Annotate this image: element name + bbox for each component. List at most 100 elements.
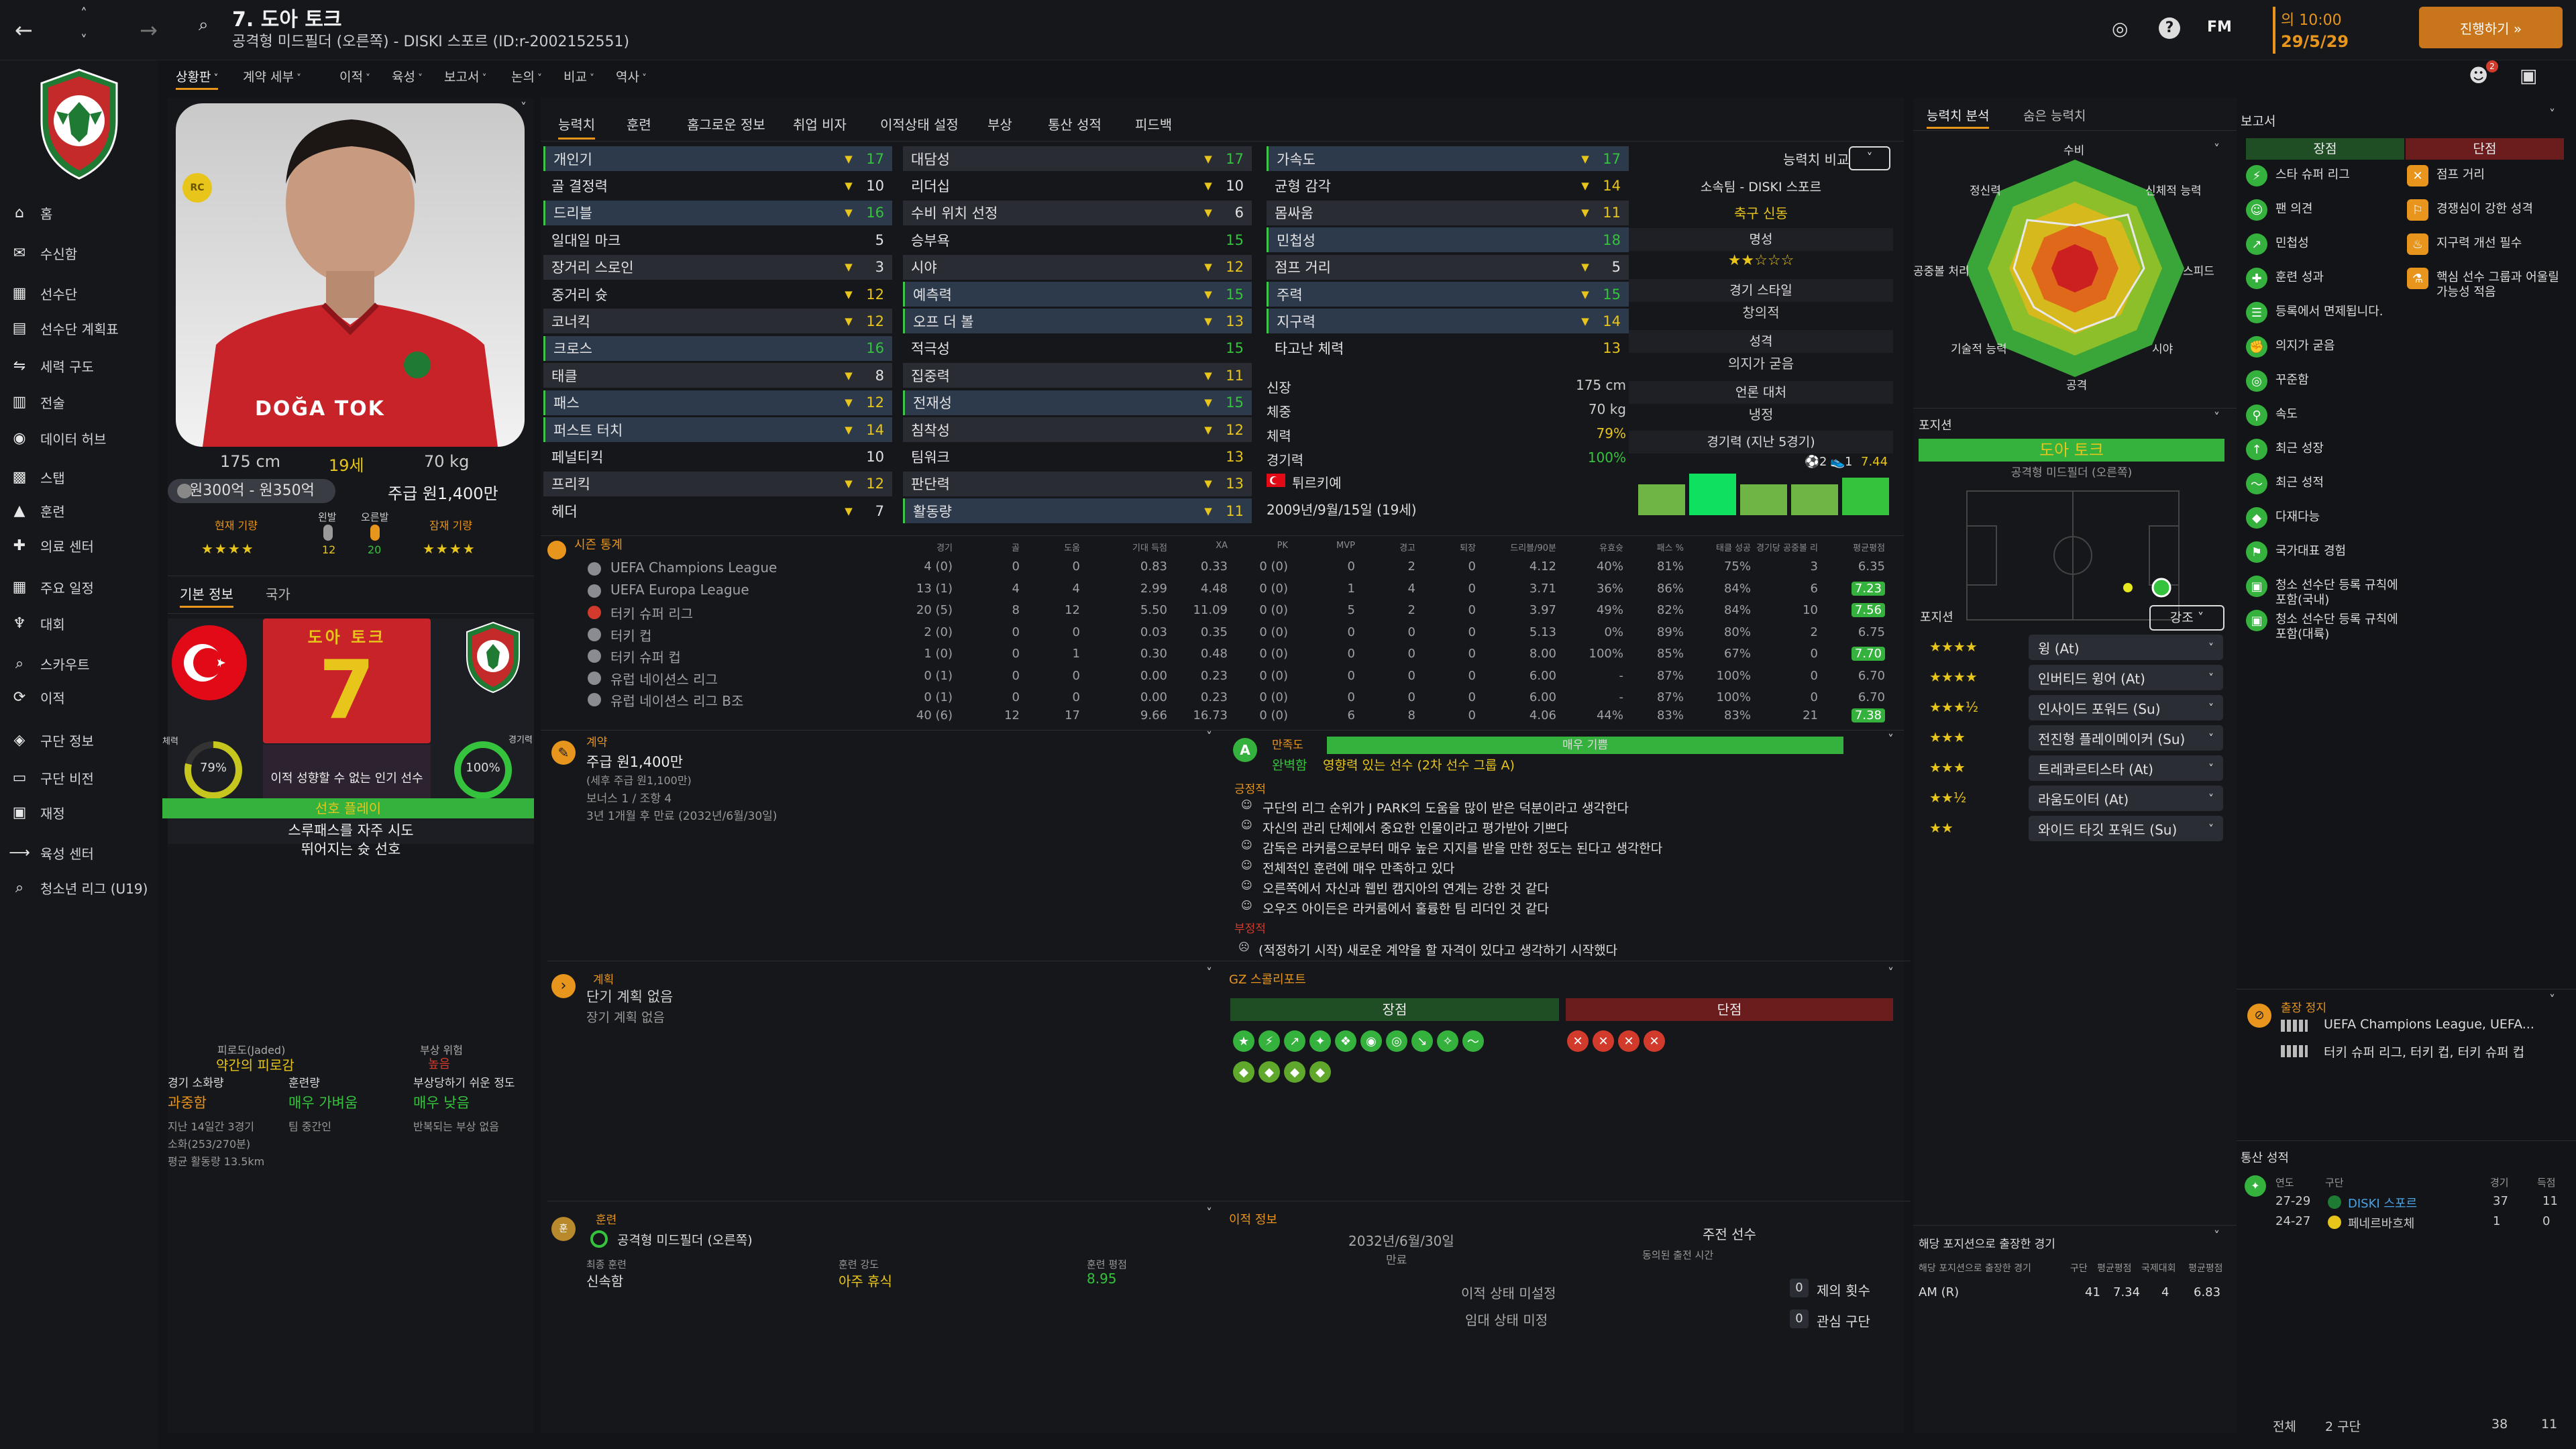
attr-technical-4[interactable]: 장거리 스로인 ▼ 3 <box>543 254 892 280</box>
transfer-value[interactable]: 원300억 - 원350억 <box>168 479 335 503</box>
pos-games-collapse-icon[interactable]: ˅ <box>2214 1229 2220 1243</box>
role-select-1[interactable]: 인버티드 윙어 (At) ˅ <box>2029 665 2223 690</box>
stats-comp-1[interactable]: UEFA Europa League <box>610 581 749 598</box>
history-club-1[interactable]: 페네르바흐체 <box>2348 1217 2415 1231</box>
scout-collapse-icon[interactable]: ˅ <box>1888 966 1894 980</box>
manager-icon[interactable]: ☻ <box>2469 64 2489 87</box>
satisfaction-collapse-icon[interactable]: ˅ <box>1888 733 1894 747</box>
tab-3[interactable]: 취업 비자 <box>793 117 847 133</box>
nav-item-11[interactable]: ♆ 대회 <box>0 605 158 641</box>
attr-mental-9[interactable]: 전재성 ▼ 15 <box>903 390 1252 415</box>
history-club-0[interactable]: DISKI 스포르 <box>2348 1197 2418 1211</box>
nav-item-5[interactable]: ▥ 전술 <box>0 384 158 420</box>
nav-item-14[interactable]: ◈ 구단 정보 <box>0 722 158 758</box>
role-select-0[interactable]: 윙 (At) ˅ <box>2029 635 2223 660</box>
role-select-4[interactable]: 트레콰르티스타 (At) ˅ <box>2029 755 2223 781</box>
subnav-1[interactable]: 계약 세부 ˅ <box>243 67 301 85</box>
attr-physical-2[interactable]: 몸싸움 ▼ 11 <box>1267 200 1629 225</box>
nav-item-9[interactable]: ✚ 의료 센터 <box>0 527 158 564</box>
nav-item-16[interactable]: ▣ 재정 <box>0 794 158 830</box>
nav-item-3[interactable]: ▤ 선수단 계획표 <box>0 310 158 346</box>
subnav-0[interactable]: 상황판 ˅ <box>176 67 219 90</box>
tab-basic-info[interactable]: 기본 정보 <box>180 584 233 608</box>
attr-technical-2[interactable]: 드리블 ▼ 16 <box>543 200 892 225</box>
nav-item-15[interactable]: ▭ 구단 비전 <box>0 759 158 796</box>
attr-technical-9[interactable]: 패스 ▼ 12 <box>543 390 892 415</box>
tab-6[interactable]: 통산 성적 <box>1048 117 1102 133</box>
nav-item-12[interactable]: ⌕ 스카우트 <box>0 645 158 682</box>
subnav-2[interactable]: 이적 ˅ <box>339 67 370 85</box>
attr-technical-5[interactable]: 중거리 슛 ▼ 12 <box>543 282 892 307</box>
attr-physical-3[interactable]: 민첩성 18 <box>1267 227 1629 253</box>
transfer-label[interactable]: 이적 정보 <box>1229 1213 1277 1227</box>
help-icon[interactable]: ? <box>2159 17 2180 39</box>
subnav-3[interactable]: 육성 ˅ <box>392 67 423 85</box>
attr-technical-3[interactable]: 일대일 마크 5 <box>543 227 892 252</box>
stats-comp-2[interactable]: 터키 슈퍼 리그 <box>610 606 694 622</box>
nav-item-1[interactable]: ✉ 수신함 <box>0 235 158 271</box>
attr-mental-12[interactable]: 판단력 ▼ 13 <box>903 471 1252 496</box>
attr-physical-1[interactable]: 균형 감각 ▼ 14 <box>1267 173 1629 198</box>
attr-mental-0[interactable]: 대담성 ▼ 17 <box>903 146 1252 171</box>
tab-attribute-analysis[interactable]: 능력치 분석 <box>1927 106 1990 129</box>
attr-technical-7[interactable]: 크로스 16 <box>543 335 892 361</box>
stats-comp-6[interactable]: 유럽 네이션스 리그 B조 <box>610 693 744 709</box>
contract-label[interactable]: 계약 <box>586 736 608 749</box>
role-select-2[interactable]: 인사이드 포워드 (Su) ˅ <box>2029 695 2223 720</box>
attr-mental-3[interactable]: 승부욕 15 <box>903 227 1252 252</box>
attr-mental-7[interactable]: 적극성 15 <box>903 336 1252 361</box>
tab-5[interactable]: 부상 <box>987 117 1012 133</box>
nav-item-18[interactable]: ⌕ 청소년 리그 (U19) <box>0 869 158 906</box>
tab-4[interactable]: 이적상태 설정 <box>880 117 959 133</box>
layout-icon[interactable]: ▣ <box>2520 64 2538 87</box>
attr-mental-5[interactable]: 예측력 ▼ 15 <box>903 282 1252 307</box>
suspension-label[interactable]: 출장 정지 <box>2281 1002 2326 1015</box>
attr-technical-11[interactable]: 페널티킥 10 <box>543 444 892 469</box>
attr-technical-13[interactable]: 헤더 ▼ 7 <box>543 498 892 523</box>
season-stats-label[interactable]: 시즌 통계 <box>574 538 623 552</box>
tab-2[interactable]: 홈그로운 정보 <box>687 117 765 133</box>
interest-label[interactable]: 관심 구단 <box>1817 1313 1870 1330</box>
chevron-up-icon[interactable]: ˄ <box>80 5 87 21</box>
attr-technical-8[interactable]: 태클 ▼ 8 <box>543 363 892 388</box>
attr-technical-6[interactable]: 코너킥 ▼ 12 <box>543 309 892 334</box>
nav-item-2[interactable]: ▦ 선수단 <box>0 275 158 311</box>
training-label[interactable]: 훈련 <box>596 1214 617 1227</box>
tab-1[interactable]: 훈련 <box>627 117 651 133</box>
attr-mental-1[interactable]: 리더십 ▼ 10 <box>903 173 1252 198</box>
training-collapse-icon[interactable]: ˅ <box>1206 1206 1212 1220</box>
attr-mental-13[interactable]: 활동량 ▼ 11 <box>903 498 1252 524</box>
subnav-5[interactable]: 논의 ˅ <box>511 67 542 85</box>
attr-mental-4[interactable]: 시야 ▼ 12 <box>903 254 1252 280</box>
attr-mental-10[interactable]: 침착성 ▼ 12 <box>903 417 1252 442</box>
compare-dropdown[interactable]: ˅ <box>1849 146 1890 170</box>
nav-item-13[interactable]: ⟳ 이적 <box>0 679 158 715</box>
stats-comp-5[interactable]: 유럽 네이션스 리그 <box>610 671 718 688</box>
nav-item-4[interactable]: ⇋ 세력 구도 <box>0 347 158 384</box>
attr-physical-7[interactable]: 타고난 체력 13 <box>1267 336 1629 361</box>
satisfaction-label[interactable]: 만족도 <box>1272 739 1303 752</box>
nav-item-10[interactable]: ▦ 주요 일정 <box>0 569 158 605</box>
tab-hidden-attributes[interactable]: 숨은 능력치 <box>2023 109 2086 123</box>
report-collapse-icon[interactable]: ˅ <box>2549 107 2555 121</box>
nav-item-6[interactable]: ◉ 데이터 허브 <box>0 420 158 456</box>
stats-comp-3[interactable]: 터키 컵 <box>610 627 652 644</box>
attr-physical-0[interactable]: 가속도 ▼ 17 <box>1267 146 1629 171</box>
back-arrow-icon[interactable]: ← <box>15 17 33 43</box>
attr-physical-5[interactable]: 주력 ▼ 15 <box>1267 282 1629 307</box>
attr-technical-1[interactable]: 골 결정력 ▼ 10 <box>543 173 892 198</box>
tab-7[interactable]: 피드백 <box>1135 117 1173 133</box>
role-select-6[interactable]: 와이드 타깃 포워드 (Su) ˅ <box>2029 816 2223 841</box>
search-icon[interactable]: ⌕ <box>199 15 209 35</box>
tab-country[interactable]: 국가 <box>266 586 290 602</box>
scout-label[interactable]: GZ 스콜리포트 <box>1229 973 1306 987</box>
subnav-6[interactable]: 비교 ˅ <box>564 67 594 85</box>
nav-item-17[interactable]: ⟶ 육성 센터 <box>0 835 158 871</box>
attr-mental-2[interactable]: 수비 위치 선정 ▼ 6 <box>903 200 1252 225</box>
stats-comp-4[interactable]: 터키 슈퍼 컵 <box>610 649 681 665</box>
collapse-profile-icon[interactable]: ˅ <box>521 101 527 115</box>
nav-item-0[interactable]: ⌂ 홈 <box>0 195 158 231</box>
role-select-3[interactable]: 전진형 플레이메이커 (Su) ˅ <box>2029 725 2223 751</box>
continue-button[interactable]: 진행하기 » <box>2419 7 2563 48</box>
contract-collapse-icon[interactable]: ˅ <box>1206 730 1212 744</box>
